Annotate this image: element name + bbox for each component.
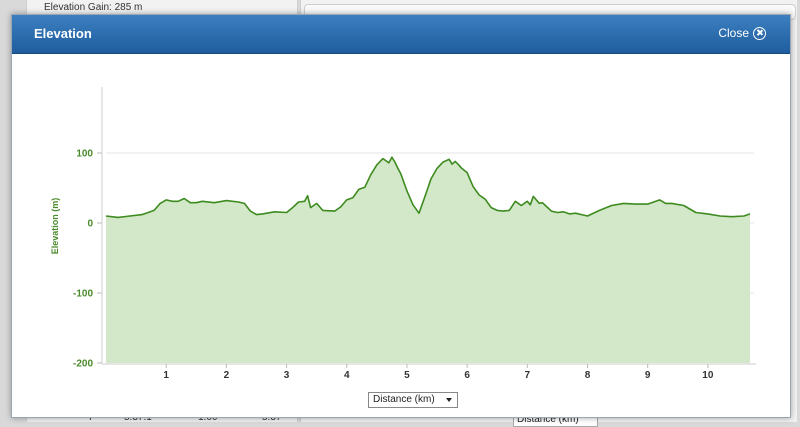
x-tick-label: 3 xyxy=(284,370,290,381)
y-axis-label: Elevation (m) xyxy=(50,198,60,255)
y-tick-label: -200 xyxy=(73,359,93,370)
close-icon xyxy=(753,26,766,40)
chart-axes xyxy=(97,87,756,368)
close-label: Close xyxy=(718,26,749,40)
x-tick-label: 10 xyxy=(702,370,714,381)
elevation-fill xyxy=(106,157,750,363)
modal-title: Elevation xyxy=(34,26,92,41)
x-axis-dropdown-label: Distance (km) xyxy=(373,394,435,405)
x-tick-label: 9 xyxy=(645,370,651,381)
x-tick-label: 8 xyxy=(585,370,591,381)
elevation-gain-text: Elevation Gain: 285 m xyxy=(44,2,143,13)
elevation-area xyxy=(105,156,751,363)
elevation-chart: 100 0 -100 -200 1 2 3 4 5 6 7 8 9 10 Elevation (m) xyxy=(50,87,756,381)
elevation-line xyxy=(105,156,751,219)
x-tick-label: 7 xyxy=(525,370,531,381)
chevron-down-icon xyxy=(445,398,452,402)
x-tick-label: 1 xyxy=(163,370,169,381)
x-axis-dropdown[interactable]: Distance (km) xyxy=(368,392,458,408)
y-tick-label: 100 xyxy=(76,149,93,160)
x-tick-label: 4 xyxy=(344,370,350,381)
close-button[interactable]: Close xyxy=(718,26,766,40)
modal-header: Elevation Close xyxy=(12,15,790,54)
y-tick-label: 0 xyxy=(87,219,93,230)
x-tick-label: 5 xyxy=(404,370,410,381)
elevation-modal: Elevation Close 100 0 -100 -200 1 2 3 4 5 6 7 8 9 10… xyxy=(11,14,791,418)
y-tick-label: -100 xyxy=(73,289,93,300)
x-tick-labels: 1 2 3 4 5 6 7 8 9 10 xyxy=(163,370,713,381)
x-tick-label: 6 xyxy=(464,370,470,381)
x-tick-label: 2 xyxy=(224,370,230,381)
y-tick-labels: 100 0 -100 -200 xyxy=(73,149,93,370)
